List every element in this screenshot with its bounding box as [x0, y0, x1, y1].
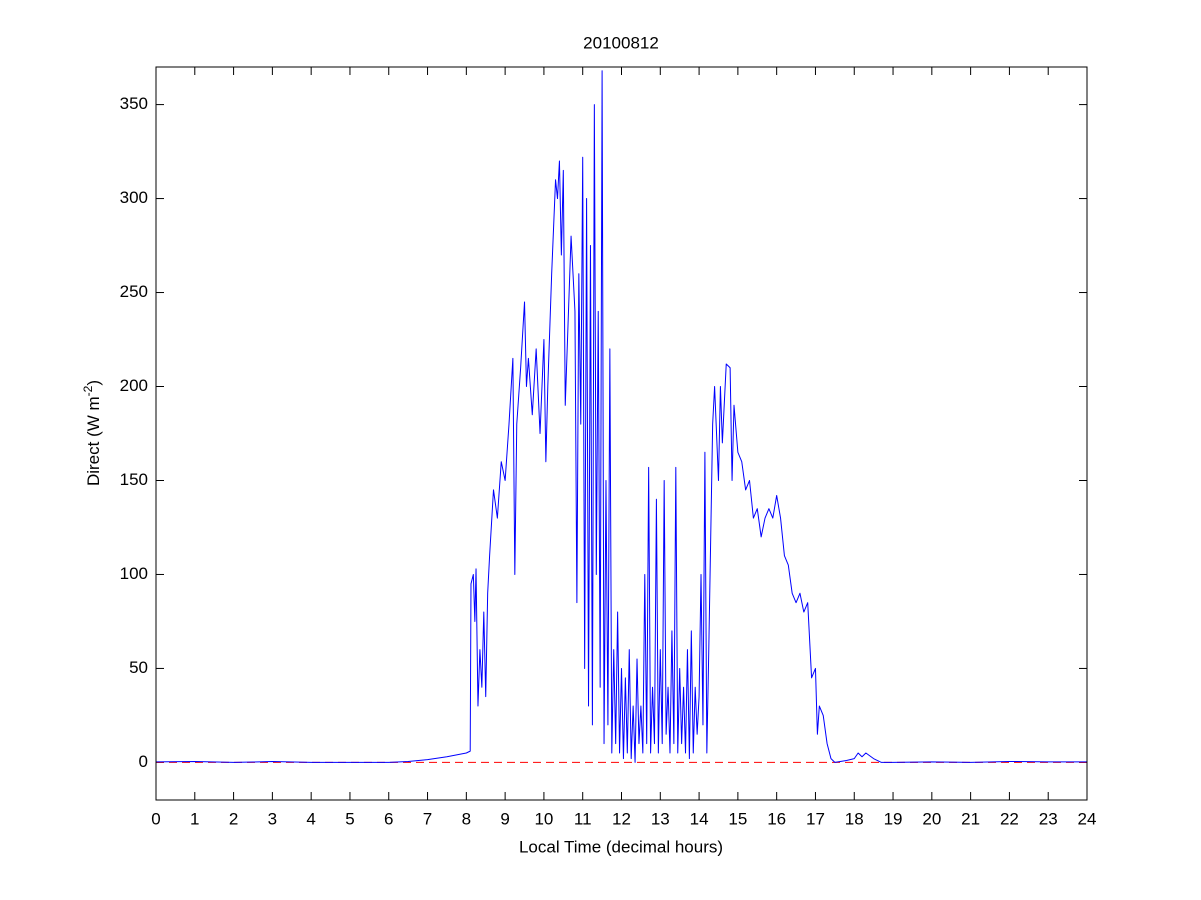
- x-tick-label: 4: [306, 809, 315, 828]
- x-tick-label: 6: [384, 809, 393, 828]
- plot-frame: [155, 66, 1088, 801]
- data-line: [155, 70, 1087, 763]
- y-label-text: Direct (W m: [84, 396, 103, 486]
- x-tick-label: 22: [1000, 809, 1019, 828]
- x-tick-label: 13: [651, 809, 670, 828]
- y-tick-label: 350: [120, 94, 148, 113]
- x-tick-label: 9: [500, 809, 509, 828]
- y-tick-label: 250: [120, 282, 148, 301]
- y-tick-label: 0: [139, 752, 148, 771]
- x-tick-label: 10: [534, 809, 553, 828]
- x-tick-label: 23: [1039, 809, 1058, 828]
- x-tick-label: 2: [229, 809, 238, 828]
- x-tick-label: 24: [1078, 809, 1097, 828]
- y-tick-label: 50: [129, 658, 148, 677]
- x-tick-label: 14: [690, 809, 709, 828]
- chart-title: 20100812: [583, 33, 659, 52]
- y-tick-label: 100: [120, 564, 148, 583]
- x-tick-label: 17: [806, 809, 825, 828]
- x-axis-label: Local Time (decimal hours): [519, 837, 723, 856]
- x-tick-label: 11: [574, 809, 592, 828]
- x-tick-label: 8: [462, 809, 471, 828]
- y-tick-label: 150: [120, 470, 148, 489]
- x-tick-label: 12: [612, 809, 631, 828]
- y-label-suffix: ): [84, 380, 103, 386]
- x-tick-label: 7: [423, 809, 432, 828]
- x-tick-label: 19: [884, 809, 903, 828]
- y-tick-label: 200: [120, 376, 148, 395]
- x-tick-label: 16: [767, 809, 786, 828]
- y-tick-label: 300: [120, 188, 148, 207]
- x-tick-label: 5: [345, 809, 354, 828]
- x-tick-label: 3: [268, 809, 277, 828]
- y-label-superscript: -2: [81, 385, 95, 396]
- x-tick-label: 18: [845, 809, 864, 828]
- x-tick-label: 0: [151, 809, 160, 828]
- x-tick-label: 15: [728, 809, 747, 828]
- x-tick-label: 20: [922, 809, 941, 828]
- x-tick-label: 1: [190, 809, 199, 828]
- x-tick-label: 21: [961, 809, 980, 828]
- y-axis-label: Direct (W m-2): [81, 380, 103, 486]
